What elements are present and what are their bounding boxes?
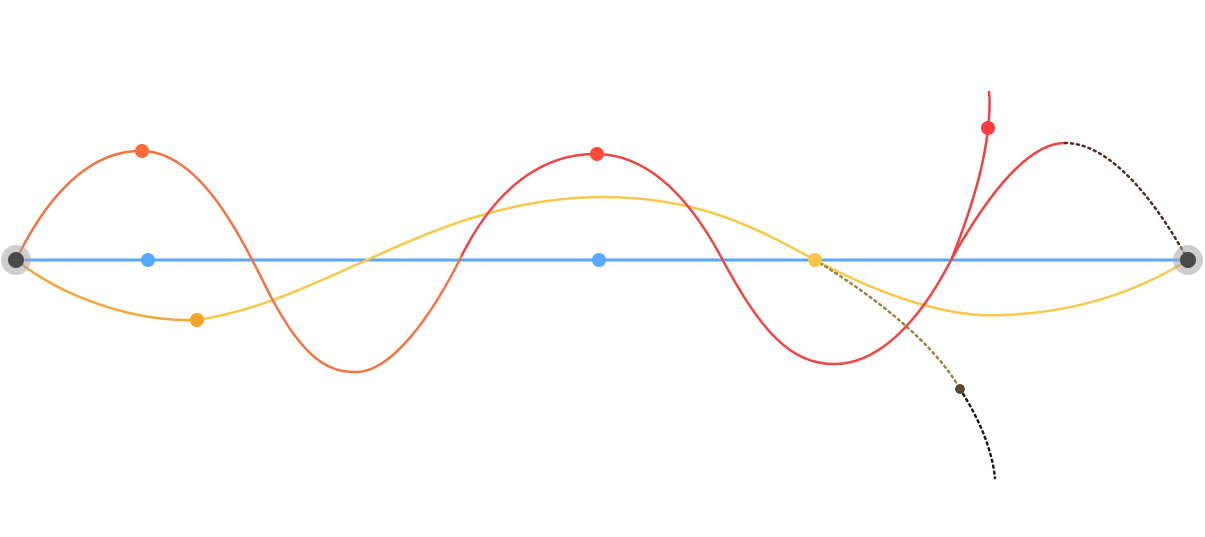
dotted-olive-tail (813, 258, 962, 391)
right-anchor-point[interactable] (1180, 252, 1196, 268)
red-stem-curve (950, 90, 991, 260)
red-wave (460, 141, 1067, 366)
dotted-dark-tail (958, 387, 997, 480)
baseline-point-2[interactable] (592, 253, 606, 267)
yellow-curve (195, 195, 1190, 322)
yellow-curve-point[interactable] (808, 253, 822, 267)
dotted-tail-point[interactable] (955, 384, 965, 394)
baseline-point-1[interactable] (141, 253, 155, 267)
orange-wave-peak-point[interactable] (135, 144, 149, 158)
red-wave-peak-point[interactable] (590, 147, 604, 161)
red-stem-point[interactable] (981, 121, 995, 135)
dotted-brown-arc (1063, 141, 1190, 262)
left-anchor-point[interactable] (8, 252, 24, 268)
orange-wave (14, 149, 464, 374)
amber-curve-point[interactable] (190, 313, 204, 327)
amber-curve (14, 258, 199, 322)
